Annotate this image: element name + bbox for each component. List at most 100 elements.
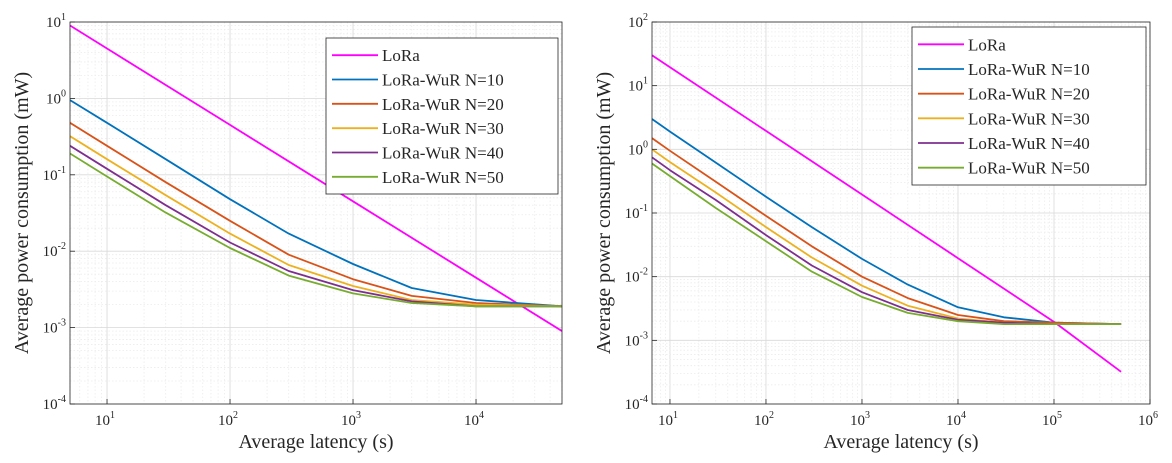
y-tick-label: 10-3 bbox=[43, 318, 66, 337]
x-tick-label: 104 bbox=[946, 410, 966, 429]
legend-label-2: LoRa-WuR N=10 bbox=[382, 71, 504, 90]
x-tick-label: 102 bbox=[218, 410, 238, 429]
x-tick-label: 104 bbox=[464, 410, 484, 429]
y-tick-label: 10-4 bbox=[43, 394, 66, 413]
series-line-6 bbox=[70, 152, 562, 308]
x-tick-base: 10 bbox=[850, 413, 865, 429]
y-tick-exponent: -4 bbox=[58, 394, 66, 405]
y-tick-label: 101 bbox=[46, 12, 66, 31]
x-tick-exponent: 2 bbox=[233, 410, 238, 421]
x-tick-base: 10 bbox=[658, 413, 673, 429]
y-tick-label: 10-2 bbox=[43, 241, 66, 260]
y-tick-label: 101 bbox=[628, 76, 648, 95]
y-tick-exponent: -3 bbox=[640, 330, 648, 341]
y-tick-base: 10 bbox=[625, 397, 640, 413]
y-tick-exponent: 1 bbox=[61, 12, 66, 23]
y-tick-label: 102 bbox=[628, 12, 648, 31]
x-tick-label: 101 bbox=[95, 410, 115, 429]
y-tick-label: 100 bbox=[46, 88, 66, 107]
legend: LoRa LoRa-WuR N=10 LoRa-WuR N=20 LoRa-WuR N… bbox=[325, 37, 559, 195]
x-tick-label: 102 bbox=[754, 410, 774, 429]
x-tick-label: 105 bbox=[1042, 410, 1062, 429]
y-tick-label: 10-2 bbox=[625, 267, 648, 286]
x-tick-label: 103 bbox=[341, 410, 361, 429]
series-group bbox=[652, 54, 1122, 373]
y-tick-exponent: -2 bbox=[58, 241, 66, 252]
x-tick-exponent: 1 bbox=[673, 410, 678, 421]
series-line-3 bbox=[652, 137, 1122, 325]
y-tick-exponent: 1 bbox=[643, 76, 648, 87]
y-tick-base: 10 bbox=[628, 142, 643, 158]
legend-label-1: LoRa bbox=[968, 35, 1006, 54]
x-tick-base: 10 bbox=[754, 413, 769, 429]
y-axis-label: Average power consumption (mW) bbox=[593, 72, 615, 354]
series-line-1 bbox=[70, 24, 562, 332]
x-tick-base: 10 bbox=[341, 413, 356, 429]
x-tick-exponent: 1 bbox=[110, 410, 115, 421]
x-tick-label: 103 bbox=[850, 410, 870, 429]
chart-panel-2: 101 102 103 104 105 10610-410-310-210-1100101… bbox=[593, 12, 1158, 453]
x-axis-label: Average latency (s) bbox=[238, 431, 393, 453]
series-line-5 bbox=[652, 156, 1122, 325]
x-tick-base: 10 bbox=[1042, 413, 1057, 429]
legend-label-1: LoRa bbox=[382, 46, 420, 65]
chart-panel-1: 101 102 103 10410-410-310-210-1100101Averag… bbox=[11, 12, 563, 453]
y-tick-exponent: -1 bbox=[640, 203, 648, 214]
y-tick-label: 10-4 bbox=[625, 394, 648, 413]
x-tick-exponent: 2 bbox=[769, 410, 774, 421]
y-tick-base: 10 bbox=[46, 91, 61, 107]
x-tick-exponent: 4 bbox=[961, 410, 966, 421]
legend-label-3: LoRa-WuR N=20 bbox=[382, 95, 504, 114]
y-tick-exponent: 2 bbox=[643, 12, 648, 23]
y-tick-base: 10 bbox=[628, 79, 643, 95]
x-axis-label: Average latency (s) bbox=[823, 431, 978, 453]
legend-label-6: LoRa-WuR N=50 bbox=[968, 159, 1090, 178]
x-tick-label: 101 bbox=[658, 410, 678, 429]
y-tick-base: 10 bbox=[43, 244, 58, 260]
x-tick-base: 10 bbox=[946, 413, 961, 429]
legend-label-6: LoRa-WuR N=50 bbox=[382, 168, 504, 187]
x-tick-label: 106 bbox=[1138, 410, 1158, 429]
y-tick-label: 10-3 bbox=[625, 330, 648, 349]
series-line-2 bbox=[652, 118, 1122, 325]
y-axis-label: Average power consumption (mW) bbox=[11, 72, 33, 354]
axes-box bbox=[69, 21, 563, 405]
legend-label-2: LoRa-WuR N=10 bbox=[968, 60, 1090, 79]
y-tick-label: 100 bbox=[628, 139, 648, 158]
y-tick-base: 10 bbox=[625, 270, 640, 286]
legend-label-3: LoRa-WuR N=20 bbox=[968, 85, 1090, 104]
y-tick-exponent: -4 bbox=[640, 394, 648, 405]
x-tick-base: 10 bbox=[218, 413, 233, 429]
legend-label-4: LoRa-WuR N=30 bbox=[968, 109, 1090, 128]
legend-label-4: LoRa-WuR N=30 bbox=[382, 119, 504, 138]
y-tick-base: 10 bbox=[43, 321, 58, 337]
y-tick-base: 10 bbox=[628, 15, 643, 31]
legend-box bbox=[325, 37, 559, 195]
y-tick-exponent: -3 bbox=[58, 318, 66, 329]
y-tick-label: 10-1 bbox=[43, 165, 66, 184]
legend-label-5: LoRa-WuR N=40 bbox=[968, 134, 1090, 153]
y-tick-exponent: 0 bbox=[643, 139, 648, 150]
y-tick-base: 10 bbox=[46, 15, 61, 31]
y-tick-base: 10 bbox=[625, 333, 640, 349]
series-line-2 bbox=[70, 99, 562, 308]
y-tick-label: 10-1 bbox=[625, 203, 648, 222]
legend-box bbox=[911, 26, 1147, 186]
series-line-6 bbox=[652, 162, 1122, 325]
x-tick-base: 10 bbox=[95, 413, 110, 429]
y-tick-exponent: -2 bbox=[640, 267, 648, 278]
y-tick-base: 10 bbox=[43, 397, 58, 413]
x-tick-exponent: 5 bbox=[1057, 410, 1062, 421]
x-tick-base: 10 bbox=[1138, 413, 1153, 429]
x-tick-exponent: 3 bbox=[865, 410, 870, 421]
y-tick-base: 10 bbox=[43, 168, 58, 184]
series-line-3 bbox=[70, 122, 562, 308]
x-tick-exponent: 3 bbox=[356, 410, 361, 421]
y-tick-exponent: 0 bbox=[61, 88, 66, 99]
legend: LoRa LoRa-WuR N=10 LoRa-WuR N=20 LoRa-WuR N… bbox=[911, 26, 1147, 186]
series-group bbox=[70, 24, 562, 332]
y-tick-base: 10 bbox=[625, 206, 640, 222]
y-tick-exponent: -1 bbox=[58, 165, 66, 176]
series-line-4 bbox=[70, 135, 562, 308]
